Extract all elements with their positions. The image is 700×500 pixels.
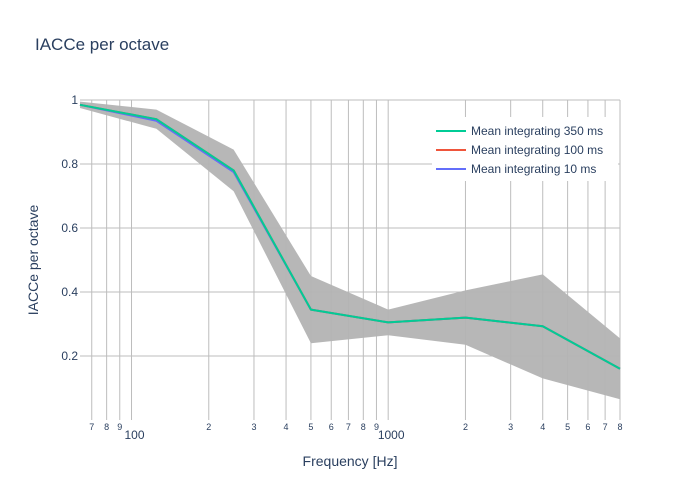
x-minor-tick-label: 3 — [508, 422, 513, 432]
legend-item[interactable]: Mean integrating 10 ms — [436, 162, 596, 176]
x-minor-tick-label: 6 — [585, 422, 590, 432]
x-minor-tick-label: 8 — [361, 422, 366, 432]
x-minor-tick-label: 5 — [308, 422, 313, 432]
x-minor-tick-label: 7 — [346, 422, 351, 432]
grid — [80, 99, 621, 420]
series-line-mean-integrating-350-ms — [79, 103, 621, 370]
legend-label: Mean integrating 10 ms — [471, 162, 596, 176]
y-axis-title: IACCe per octave — [25, 205, 41, 316]
legend-item[interactable]: Mean integrating 350 ms — [436, 124, 603, 138]
x-minor-tick-label: 4 — [540, 422, 545, 432]
x-major-tick-label: 100 — [124, 428, 144, 442]
band-area — [80, 101, 620, 400]
confidence-band — [80, 101, 620, 400]
legend-label: Mean integrating 350 ms — [471, 124, 603, 138]
x-minor-tick-label: 9 — [374, 422, 379, 432]
y-tick-label: 0.4 — [61, 285, 78, 299]
y-tick-label: 0.8 — [61, 157, 78, 171]
x-minor-tick-label: 6 — [329, 422, 334, 432]
y-tick-label: 0.2 — [61, 349, 78, 363]
y-tick-labels: 0.2 0.4 0.6 0.8 1 — [61, 93, 78, 363]
legend[interactable]: Mean integrating 350 ms Mean integrating … — [432, 117, 618, 181]
series-lines — [79, 103, 621, 370]
legend-label: Mean integrating 100 ms — [471, 143, 603, 157]
x-axis-title: Frequency [Hz] — [303, 453, 398, 469]
x-minor-tick-label: 2 — [206, 422, 211, 432]
y-tick-label: 0.6 — [61, 221, 78, 235]
legend-item[interactable]: Mean integrating 100 ms — [436, 143, 603, 157]
x-minor-tick-label: 5 — [565, 422, 570, 432]
x-minor-tick-label: 7 — [89, 422, 94, 432]
x-minor-tick-label: 7 — [603, 422, 608, 432]
x-minor-tick-label: 3 — [251, 422, 256, 432]
y-tick-label: 1 — [71, 93, 78, 107]
x-minor-tick-label: 9 — [117, 422, 122, 432]
chart-title: IACCe per octave — [35, 35, 169, 54]
x-minor-tick-label: 2 — [463, 422, 468, 432]
x-major-tick-label: 1000 — [378, 428, 405, 442]
x-minor-tick-label: 8 — [617, 422, 622, 432]
x-minor-tick-label: 8 — [104, 422, 109, 432]
x-minor-tick-label: 4 — [284, 422, 289, 432]
